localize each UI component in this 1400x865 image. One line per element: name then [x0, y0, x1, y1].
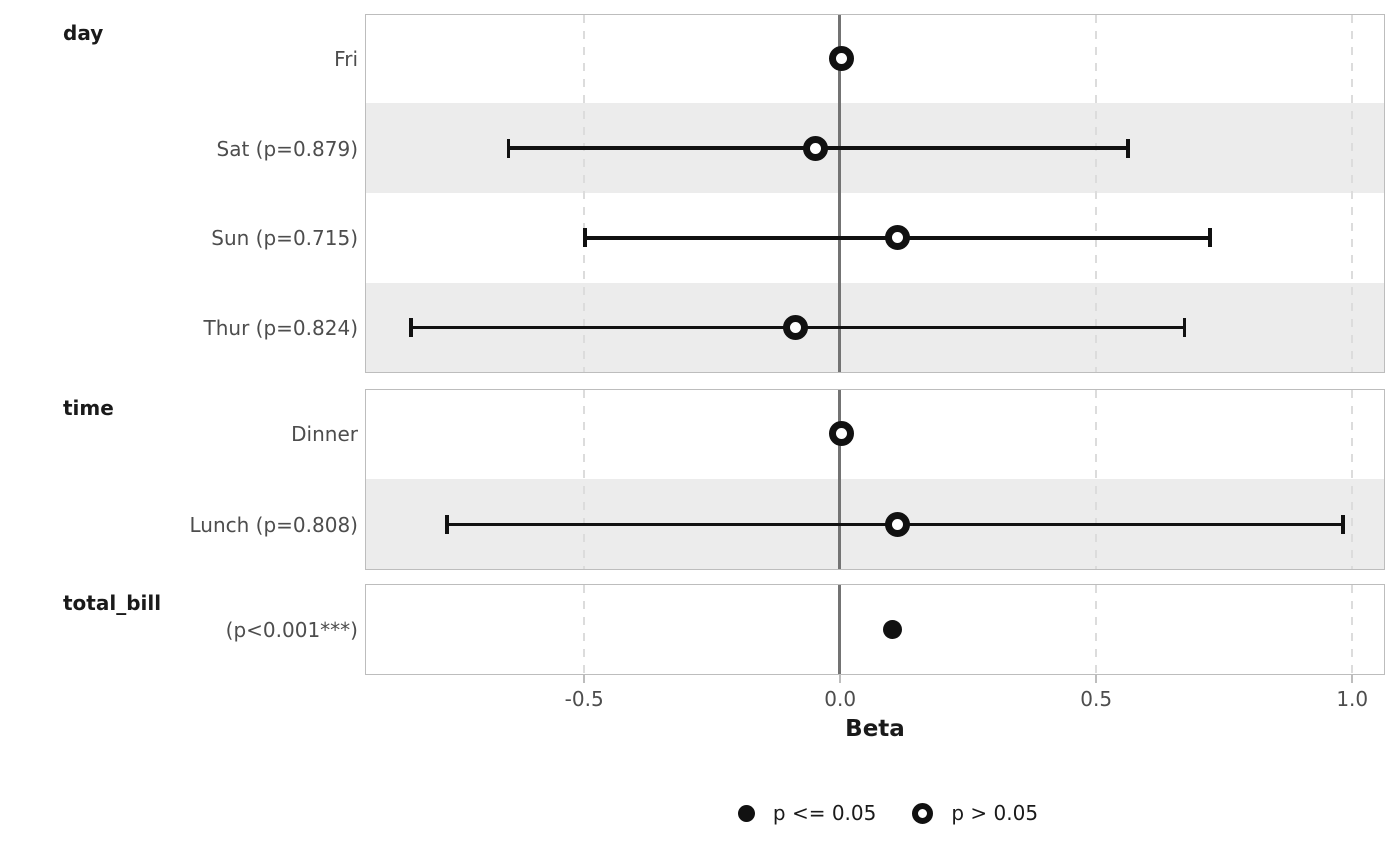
point-marker-open [803, 135, 829, 161]
gridline [582, 15, 585, 372]
point-marker-open [782, 315, 808, 341]
gridline [1094, 585, 1097, 674]
x-axis-tick-label: 0.0 [824, 687, 857, 711]
error-bar-cap [1208, 228, 1212, 248]
group-header: total_bill [63, 591, 162, 615]
legend-item-not-significant: p > 0.05 [912, 801, 1038, 825]
x-axis-tick-label: -0.5 [564, 687, 604, 711]
chart-panel [365, 389, 1385, 570]
gridline [1350, 390, 1353, 569]
error-bar-cap [445, 514, 449, 534]
gridline [1094, 390, 1097, 569]
group-header: day [63, 21, 104, 45]
zero-line [838, 15, 841, 372]
error-bar-cap [1126, 138, 1130, 158]
chart-panel [365, 14, 1385, 373]
row-label: Thur (p=0.824) [203, 316, 358, 341]
x-axis-tick [1351, 675, 1354, 683]
error-bar-cap [1341, 514, 1345, 534]
error-bar-cap [506, 138, 511, 158]
zero-line [838, 585, 841, 674]
gridline [1094, 15, 1097, 372]
gridline [582, 585, 585, 674]
gridline [1350, 585, 1353, 674]
point-marker-open [885, 511, 910, 537]
x-axis-tick [1095, 675, 1098, 683]
row-label: (p<0.001***) [225, 617, 358, 642]
filled-circle-icon [737, 804, 755, 822]
zero-line [838, 390, 841, 569]
error-bar-cap [1182, 318, 1186, 338]
row-label: Sun (p=0.715) [211, 226, 358, 251]
point-marker-open [885, 225, 910, 251]
x-axis-tick-label: 1.0 [1336, 687, 1369, 711]
chart-panel [365, 584, 1385, 675]
point-marker-open [828, 45, 854, 71]
point-marker-open [828, 421, 854, 447]
point-marker-filled [882, 619, 902, 639]
error-bar-cap [583, 228, 587, 248]
gridline [582, 390, 585, 569]
error-bar-cap [409, 318, 413, 338]
row-label: Dinner [291, 422, 358, 447]
group-header: time [63, 396, 114, 420]
x-axis-tick-label: 0.5 [1080, 687, 1113, 711]
row-label: Fri [334, 46, 358, 71]
x-axis-tick [839, 675, 842, 683]
x-axis-title: Beta [845, 716, 905, 742]
row-label: Lunch (p=0.808) [189, 512, 359, 537]
row-label: Sat (p=0.879) [216, 136, 358, 161]
gridline [1350, 15, 1353, 372]
legend: p <= 0.05 p > 0.05 [365, 793, 1400, 833]
legend-label: p > 0.05 [951, 801, 1039, 825]
open-circle-icon [912, 802, 934, 824]
legend-label: p <= 0.05 [772, 801, 877, 825]
x-axis-tick [583, 675, 586, 683]
legend-item-significant: p <= 0.05 [737, 801, 877, 825]
